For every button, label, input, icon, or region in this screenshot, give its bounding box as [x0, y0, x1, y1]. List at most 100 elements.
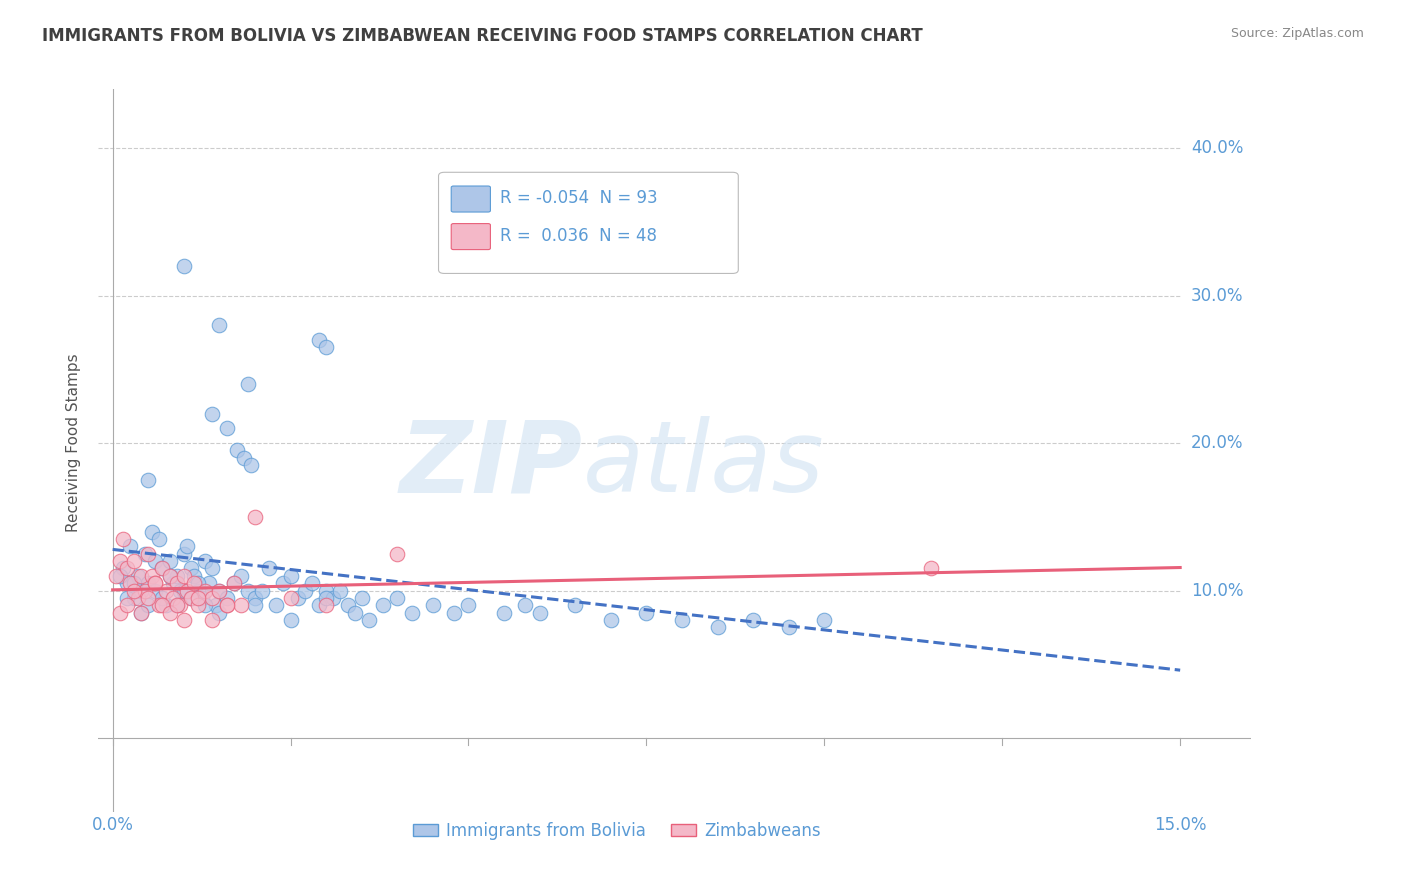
Point	[180, 561, 202, 575]
Point	[190, 591, 212, 605]
Point	[301, 576, 323, 591]
Point	[243, 599, 266, 613]
Point	[108, 569, 131, 583]
Point	[134, 583, 156, 598]
Text: 30.0%: 30.0%	[1191, 286, 1243, 305]
Point	[148, 532, 170, 546]
Point	[136, 576, 159, 591]
Point	[226, 443, 249, 458]
Point	[315, 583, 337, 598]
Point	[115, 591, 138, 605]
Text: R = -0.054  N = 93: R = -0.054 N = 93	[499, 189, 657, 207]
Point	[208, 583, 231, 598]
FancyBboxPatch shape	[439, 172, 738, 274]
Point	[115, 561, 138, 575]
Point	[152, 599, 174, 613]
Text: 0.0%: 0.0%	[91, 816, 134, 834]
Point	[115, 576, 138, 591]
Point	[422, 599, 444, 613]
Point	[236, 377, 259, 392]
Point	[122, 583, 145, 598]
Point	[315, 599, 337, 613]
Point	[515, 599, 537, 613]
Point	[208, 318, 231, 332]
Point	[215, 599, 238, 613]
Point	[159, 569, 181, 583]
Point	[233, 450, 256, 465]
Point	[371, 599, 394, 613]
Point	[108, 554, 131, 568]
Point	[108, 606, 131, 620]
Text: 10.0%: 10.0%	[1191, 582, 1243, 599]
Text: 15.0%: 15.0%	[1154, 816, 1206, 834]
Point	[187, 591, 209, 605]
Point	[141, 524, 163, 539]
Point	[280, 613, 302, 627]
Point	[671, 613, 693, 627]
Point	[280, 591, 302, 605]
Point	[169, 599, 191, 613]
Point	[136, 591, 159, 605]
Point	[136, 473, 159, 487]
Point	[229, 599, 252, 613]
Point	[166, 599, 188, 613]
Point	[180, 591, 202, 605]
Point	[564, 599, 586, 613]
Point	[920, 561, 942, 575]
Point	[194, 599, 217, 613]
Point	[173, 583, 195, 598]
Point	[129, 569, 152, 583]
Point	[122, 554, 145, 568]
Point	[180, 591, 202, 605]
Point	[215, 591, 238, 605]
Point	[201, 613, 224, 627]
FancyBboxPatch shape	[451, 186, 491, 212]
Point	[322, 591, 344, 605]
Legend: Immigrants from Bolivia, Zimbabweans: Immigrants from Bolivia, Zimbabweans	[406, 815, 828, 847]
Point	[194, 583, 217, 598]
Point	[201, 561, 224, 575]
Point	[136, 599, 159, 613]
Point	[122, 576, 145, 591]
Point	[194, 554, 217, 568]
Point	[127, 591, 149, 605]
Point	[208, 583, 231, 598]
Point	[257, 561, 280, 575]
Point	[141, 569, 163, 583]
Point	[112, 561, 135, 575]
Point	[240, 458, 263, 473]
Point	[136, 547, 159, 561]
Point	[706, 620, 728, 634]
Point	[636, 606, 658, 620]
Point	[336, 599, 359, 613]
Point	[176, 583, 198, 598]
Point	[778, 620, 800, 634]
Point	[742, 613, 765, 627]
Point	[173, 569, 195, 583]
Point	[143, 576, 166, 591]
Point	[176, 539, 198, 553]
Point	[294, 583, 316, 598]
Point	[155, 583, 177, 598]
Point	[387, 591, 409, 605]
Point	[152, 591, 174, 605]
Point	[197, 576, 219, 591]
Text: atlas: atlas	[582, 417, 824, 514]
Point	[143, 576, 166, 591]
Point	[129, 606, 152, 620]
Point	[208, 606, 231, 620]
Point	[173, 613, 195, 627]
Point	[357, 613, 380, 627]
Point	[187, 576, 209, 591]
Point	[250, 583, 273, 598]
Point	[201, 407, 224, 421]
Point	[308, 333, 330, 347]
Point	[599, 613, 621, 627]
Point	[148, 599, 170, 613]
Point	[201, 591, 224, 605]
Point	[122, 591, 145, 605]
Point	[173, 259, 195, 273]
Point	[166, 576, 188, 591]
Point	[112, 532, 135, 546]
Point	[129, 606, 152, 620]
